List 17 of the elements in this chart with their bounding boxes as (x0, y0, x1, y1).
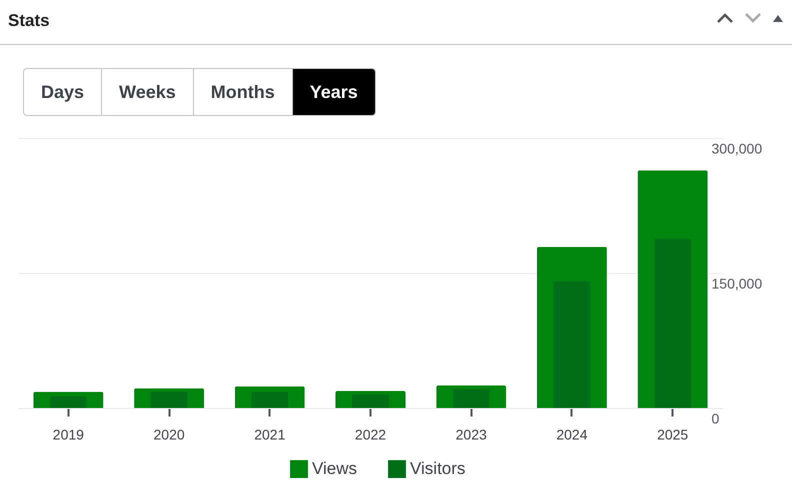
x-tick-label: 2019 (52, 426, 84, 442)
y-tick-label: 300,000 (712, 140, 762, 156)
text: Weeks (101, 69, 193, 115)
y-tick-label: 150,000 (712, 276, 762, 292)
x-tick-label: 2023 (456, 426, 487, 442)
x-tick-label: 2025 (657, 426, 688, 442)
text: Days (40, 81, 86, 104)
legend-label: Views (312, 459, 358, 478)
x-tick-label: 2020 (153, 426, 185, 442)
legend-label: Visitors (410, 459, 466, 478)
y-tick-label: 0 (712, 410, 720, 426)
text: Years (292, 69, 375, 115)
x-tick-label: 2022 (354, 426, 386, 442)
chart-title: Stats (8, 11, 50, 31)
text: Months (192, 69, 292, 115)
x-tick-label: 2021 (254, 426, 286, 442)
x-tick-label: 2024 (556, 426, 588, 442)
